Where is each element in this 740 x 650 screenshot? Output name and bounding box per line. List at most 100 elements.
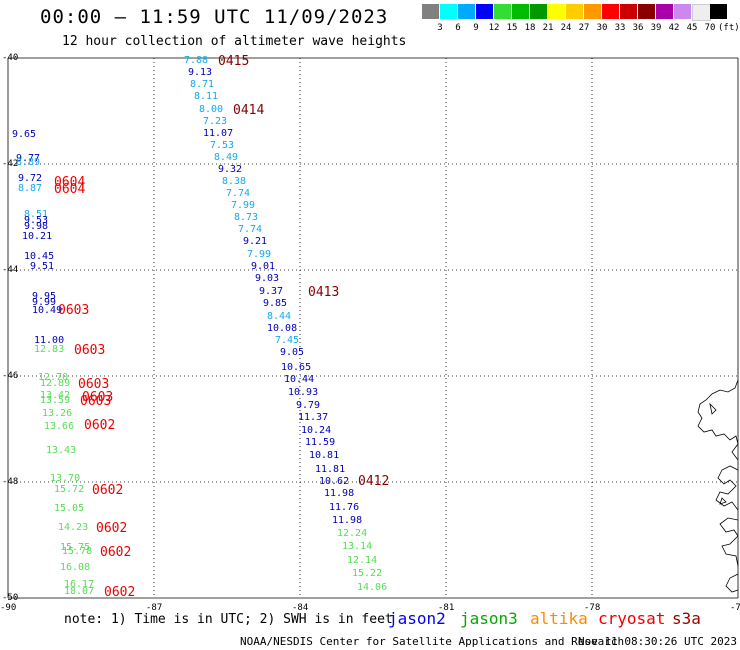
colorbar-tick-label: 36 xyxy=(632,23,644,33)
lat-lon-grid xyxy=(7,57,739,599)
wave-height-value: 7.88 xyxy=(184,55,209,66)
pass-time-label: 0604 xyxy=(54,175,86,190)
colorbar-tick-label: 9 xyxy=(473,23,479,33)
pass-time-label: 0603 xyxy=(82,390,114,405)
wave-height-value: 10.24 xyxy=(301,425,332,436)
pass-time-label: 0412 xyxy=(358,474,390,489)
wave-height-value: 7.99 xyxy=(247,249,272,260)
latitude-label: -44 xyxy=(2,265,19,275)
wave-height-value: 7.99 xyxy=(231,200,256,211)
pass-time-label: 0602 xyxy=(100,545,132,560)
wave-height-value: 7.74 xyxy=(226,188,251,199)
wave-height-value: 13.43 xyxy=(46,445,77,456)
wave-height-value: 8.71 xyxy=(190,79,215,90)
wave-height-value: 16.17 xyxy=(64,579,95,590)
wave-height-value: 10.21 xyxy=(22,231,53,242)
wave-height-value: 13.42 xyxy=(40,390,71,401)
pass-time-label: 0604 xyxy=(54,182,86,197)
pass-time-label: 0603 xyxy=(78,377,110,392)
wave-height-value: 15.22 xyxy=(352,568,383,579)
colorbar-swatch xyxy=(620,4,637,19)
longitude-label: -90 xyxy=(0,603,17,613)
colorbar-swatch xyxy=(530,4,547,19)
pass-time-label: 0603 xyxy=(80,394,112,409)
latitude-label: -42 xyxy=(2,159,19,169)
wave-height-value: 7.23 xyxy=(203,116,228,127)
pass-time-label: 0603 xyxy=(74,343,106,358)
wave-height-value: 9.13 xyxy=(188,67,213,78)
wave-height-value: 11.59 xyxy=(305,437,336,448)
pass-time-label: 0603 xyxy=(58,303,90,318)
wave-height-value: 11.00 xyxy=(34,335,65,346)
colorbar-tick-label: 24 xyxy=(560,23,572,33)
wave-height-value: 11.98 xyxy=(332,515,363,526)
wave-height-value: 7.53 xyxy=(210,140,235,151)
wave-height-value: 10.81 xyxy=(309,450,340,461)
generated-timestamp: Nov 11 08:30:26 UTC 2023 xyxy=(578,635,737,648)
latitude-label: -48 xyxy=(2,477,19,487)
colorbar-swatch xyxy=(458,4,475,19)
colorbar-tick-label: 12 xyxy=(488,23,500,33)
colorbar-tick-label: 42 xyxy=(668,23,680,33)
colorbar-tick-label: 45 xyxy=(686,23,698,33)
longitude-label: -87 xyxy=(146,603,163,613)
colorbar-tick-label: 15 xyxy=(506,23,518,33)
coastline xyxy=(697,379,739,593)
wave-height-value: 14.23 xyxy=(58,522,89,533)
colorbar-tick-label: 27 xyxy=(578,23,590,33)
pass-time-label: 0413 xyxy=(308,285,340,300)
colorbar-tick-label: 18 xyxy=(524,23,536,33)
colorbar-swatch xyxy=(548,4,565,19)
wave-height-value: 9.03 xyxy=(255,273,280,284)
longitude-label: -81 xyxy=(438,603,455,613)
wave-height-value: 9.21 xyxy=(243,236,268,247)
wave-height-value: 13.14 xyxy=(342,541,373,552)
satellite-legend-cryosat: cryosat xyxy=(598,609,666,628)
wave-height-value: 8.00 xyxy=(199,104,224,115)
colorbar-swatch xyxy=(584,4,601,19)
colorbar-tick-label: 6 xyxy=(455,23,461,33)
wave-height-value: 9.01 xyxy=(251,261,276,272)
wave-height-value: 8.89 xyxy=(16,157,41,168)
wave-height-value: 12.83 xyxy=(34,344,65,355)
colorbar-tick-label: 21 xyxy=(542,23,554,33)
wave-height-value: 15.72 xyxy=(54,484,85,495)
wave-height-value: 8.87 xyxy=(18,183,43,194)
colorbar-swatch xyxy=(476,4,493,19)
colorbar-tick-label: 33 xyxy=(614,23,626,33)
satellite-legend-s3a: s3a xyxy=(672,609,701,628)
wave-height-value: 8.38 xyxy=(222,176,247,187)
colorbar-tick-label: 3 xyxy=(437,23,443,33)
colorbar-swatch xyxy=(494,4,511,19)
colorbar-swatch xyxy=(602,4,619,19)
page-title: 00:00 – 11:59 UTC 11/09/2023 xyxy=(40,6,389,28)
colorbar-swatch xyxy=(656,4,673,19)
wave-height-value: 15.78 xyxy=(62,546,93,557)
wave-height-value: 9.32 xyxy=(218,164,243,175)
wave-height-value: 9.72 xyxy=(18,173,43,184)
wave-height-value: 9.95 xyxy=(32,291,57,302)
pass-time-label: 0602 xyxy=(96,521,128,536)
wave-height-value: 10.62 xyxy=(319,476,350,487)
wave-height-value: 9.05 xyxy=(280,347,305,358)
wave-height-value: 8.73 xyxy=(234,212,259,223)
page-subtitle: 12 hour collection of altimeter wave hei… xyxy=(62,34,407,49)
colorbar-swatch xyxy=(440,4,457,19)
wave-height-value: 16.08 xyxy=(60,562,91,573)
wave-height-value: 10.49 xyxy=(32,305,63,316)
satellite-legend-jason3: jason3 xyxy=(460,609,518,628)
wave-height-value: 13.70 xyxy=(50,473,81,484)
latitude-label: -46 xyxy=(2,371,19,381)
wave-height-value: 10.93 xyxy=(288,387,319,398)
wave-height-value: 12.14 xyxy=(347,555,378,566)
colorbar-swatch xyxy=(674,4,691,19)
latitude-label: -50 xyxy=(2,593,19,603)
wave-height-value: 10.08 xyxy=(267,323,298,334)
wave-height-value: 9.79 xyxy=(296,400,321,411)
colorbar-tick-label: (ft) xyxy=(718,23,740,33)
wave-height-value: 9.53 xyxy=(24,215,49,226)
wave-height-value: 10.45 xyxy=(24,251,55,262)
wave-height-value: 8.11 xyxy=(194,91,219,102)
wave-height-value: 7.45 xyxy=(275,335,300,346)
